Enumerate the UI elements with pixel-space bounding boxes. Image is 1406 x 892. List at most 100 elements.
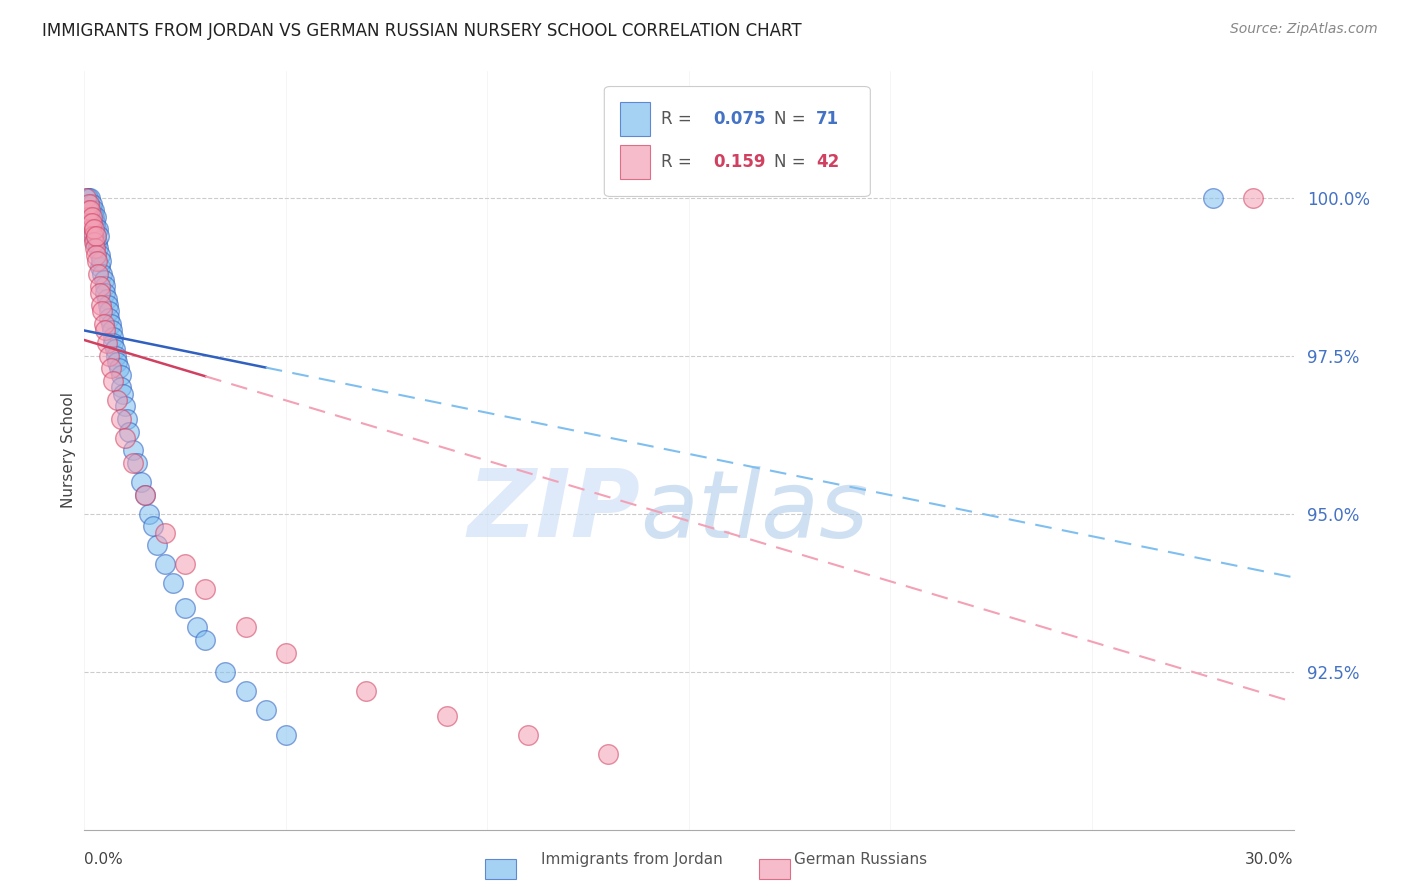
Point (79, 222, 101, 236)
Point (93, 317, 115, 331)
Point (84, 241, 107, 255)
Point (83, 216, 105, 230)
FancyBboxPatch shape (605, 87, 870, 196)
Point (82, 228, 104, 243)
Point (82, 216, 104, 230)
Point (93, 273, 115, 287)
Text: R =: R = (661, 110, 697, 128)
Point (153, 525, 176, 540)
Point (82, 216, 104, 230)
Point (598, 747, 620, 761)
Point (110, 368, 132, 382)
Point (82, 222, 104, 236)
Point (84, 235, 107, 249)
Text: ZIP: ZIP (468, 465, 641, 558)
Point (79, 216, 101, 230)
Point (80, 203, 103, 218)
Point (82, 197, 104, 211)
Point (115, 412, 138, 426)
Text: 0.159: 0.159 (713, 153, 766, 171)
Point (87, 228, 110, 243)
Point (103, 336, 125, 351)
Text: atlas: atlas (641, 466, 869, 557)
Text: 0.0%: 0.0% (84, 853, 124, 867)
Point (107, 361, 129, 376)
Point (79, 191, 101, 205)
Point (142, 519, 165, 533)
Point (235, 683, 257, 698)
Point (118, 425, 141, 439)
Point (77, 191, 100, 205)
Point (194, 582, 217, 597)
Point (114, 399, 136, 413)
Point (274, 728, 297, 742)
Point (83, 222, 105, 236)
Point (174, 557, 197, 571)
Point (76, 203, 98, 218)
Point (93, 323, 115, 337)
Point (80, 210, 103, 224)
Point (1241, 191, 1264, 205)
Text: 71: 71 (815, 110, 839, 128)
Point (153, 557, 176, 571)
Text: N =: N = (773, 153, 810, 171)
Point (94, 285, 117, 300)
Point (97, 349, 120, 363)
Point (83, 203, 105, 218)
Text: German Russians: German Russians (794, 852, 928, 867)
Point (114, 431, 136, 445)
Point (356, 683, 378, 698)
Point (91, 267, 114, 281)
Point (104, 349, 127, 363)
Point (87, 267, 110, 281)
Text: 30.0%: 30.0% (1246, 853, 1294, 867)
Point (97, 298, 120, 312)
Point (90, 298, 112, 312)
Point (194, 633, 217, 648)
Point (77, 210, 100, 224)
Point (138, 507, 160, 521)
Point (174, 601, 197, 615)
Text: N =: N = (773, 110, 810, 128)
Point (79, 216, 101, 230)
Point (110, 380, 132, 394)
Point (146, 538, 169, 552)
Point (121, 456, 143, 470)
Point (83, 210, 105, 224)
Point (82, 210, 104, 224)
Point (77, 197, 100, 211)
Point (436, 708, 458, 723)
Point (86, 228, 108, 243)
Point (86, 210, 108, 224)
Point (80, 210, 103, 224)
Point (96, 336, 118, 351)
Point (80, 222, 103, 236)
Text: Source: ZipAtlas.com: Source: ZipAtlas.com (1230, 22, 1378, 37)
Point (76, 191, 98, 205)
Text: Immigrants from Jordan: Immigrants from Jordan (541, 852, 723, 867)
Point (111, 386, 134, 401)
Point (101, 330, 124, 344)
Point (98, 310, 121, 325)
Point (80, 216, 103, 230)
Point (96, 292, 118, 306)
Point (86, 222, 108, 236)
Point (97, 304, 120, 318)
Point (86, 247, 108, 261)
Point (86, 235, 108, 249)
Point (100, 317, 122, 331)
Point (90, 253, 112, 268)
Point (75, 203, 97, 218)
Point (86, 253, 108, 268)
Point (89, 260, 111, 275)
Point (121, 443, 143, 458)
Point (125, 456, 148, 470)
Point (186, 620, 208, 634)
Point (77, 210, 100, 224)
Point (87, 241, 110, 255)
Point (105, 392, 128, 407)
Text: 0.075: 0.075 (713, 110, 766, 128)
Point (79, 203, 101, 218)
Point (83, 228, 105, 243)
Point (100, 323, 122, 337)
